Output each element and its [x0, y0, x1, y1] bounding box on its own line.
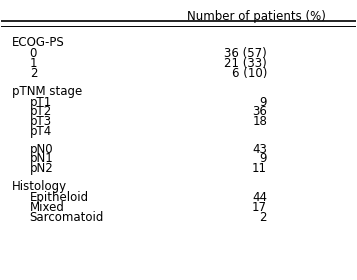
Text: Number of patients (%): Number of patients (%) [187, 10, 326, 23]
Text: 1: 1 [30, 57, 37, 70]
Text: pT2: pT2 [30, 105, 52, 118]
Text: 9: 9 [260, 96, 267, 109]
Text: pT3: pT3 [30, 115, 52, 128]
Text: ECOG-PS: ECOG-PS [12, 36, 65, 49]
Text: 36: 36 [252, 105, 267, 118]
Text: 21 (33): 21 (33) [224, 57, 267, 70]
Text: Sarcomatoid: Sarcomatoid [30, 211, 104, 224]
Text: 9: 9 [260, 153, 267, 165]
Text: 6 (10): 6 (10) [232, 67, 267, 80]
Text: Epitheloid: Epitheloid [30, 191, 89, 204]
Text: pN2: pN2 [30, 162, 54, 175]
Text: Histology: Histology [12, 180, 67, 193]
Text: 11: 11 [252, 162, 267, 175]
Text: pN1: pN1 [30, 153, 54, 165]
Text: pT4: pT4 [30, 125, 52, 138]
Text: 17: 17 [252, 201, 267, 214]
Text: 2: 2 [30, 67, 37, 80]
Text: Mixed: Mixed [30, 201, 65, 214]
Text: 18: 18 [252, 115, 267, 128]
Text: pTNM stage: pTNM stage [12, 85, 82, 97]
Text: 43: 43 [252, 143, 267, 156]
Text: 2: 2 [260, 211, 267, 224]
Text: 0: 0 [30, 47, 37, 60]
Text: 44: 44 [252, 191, 267, 204]
Text: 36 (57): 36 (57) [224, 47, 267, 60]
Text: pN0: pN0 [30, 143, 53, 156]
Text: pT1: pT1 [30, 96, 52, 109]
